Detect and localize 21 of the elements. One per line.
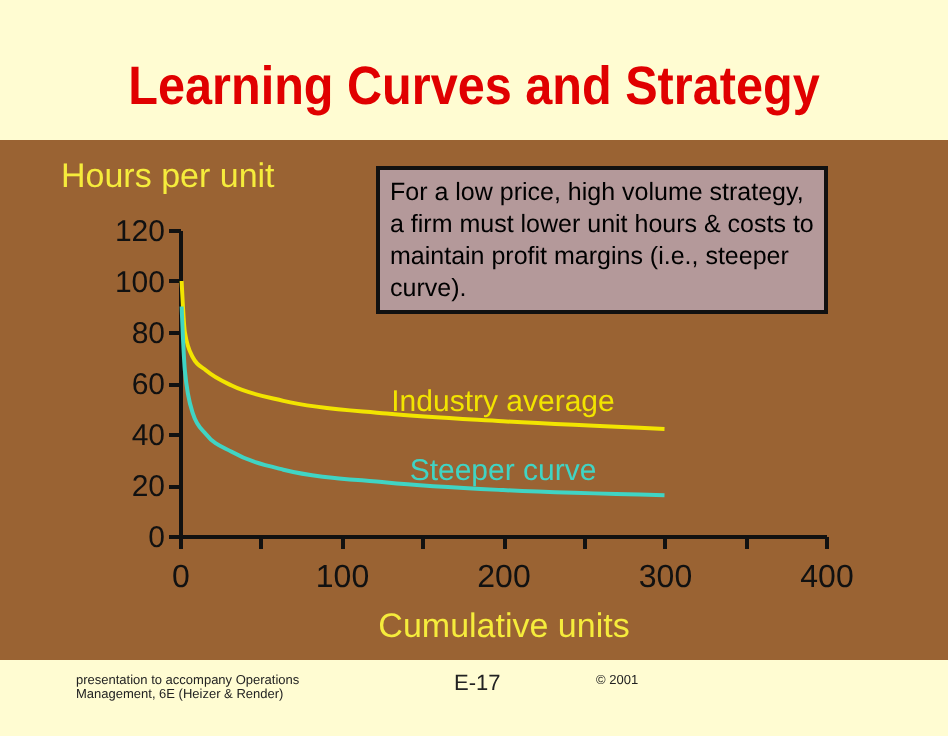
x-tick-label: 100	[315, 561, 370, 595]
y-tick-label: 0	[148, 521, 165, 555]
y-tick-label: 40	[131, 419, 165, 453]
x-tick-label: 200	[477, 561, 531, 595]
y-tick-label: 80	[131, 317, 165, 351]
annotation: For a low price, high volume strategy, a firm must lower unit hours & costs to maintain profit margins (i.e., steeper curve).	[376, 166, 828, 314]
y-axis-title: Hours per unit	[61, 157, 276, 195]
x-tick-label: 0	[172, 561, 191, 595]
text: E-17	[454, 672, 501, 696]
series-label: Industry average	[391, 385, 615, 420]
x-tick-label: 400	[800, 561, 854, 595]
series-label: Steeper curve	[409, 454, 597, 489]
y-tick-label: 60	[131, 368, 165, 402]
y-tick-label: 120	[114, 215, 165, 249]
line-series	[179, 304, 667, 498]
y-tick-label: 20	[131, 470, 165, 504]
x-axis-title: Cumulative units	[378, 607, 630, 645]
chart-title: Learning Curves and Strategy	[126, 56, 822, 118]
line-series	[179, 279, 667, 431]
x-tick-label: 300	[638, 561, 693, 595]
y-tick-label: 100	[114, 266, 165, 300]
